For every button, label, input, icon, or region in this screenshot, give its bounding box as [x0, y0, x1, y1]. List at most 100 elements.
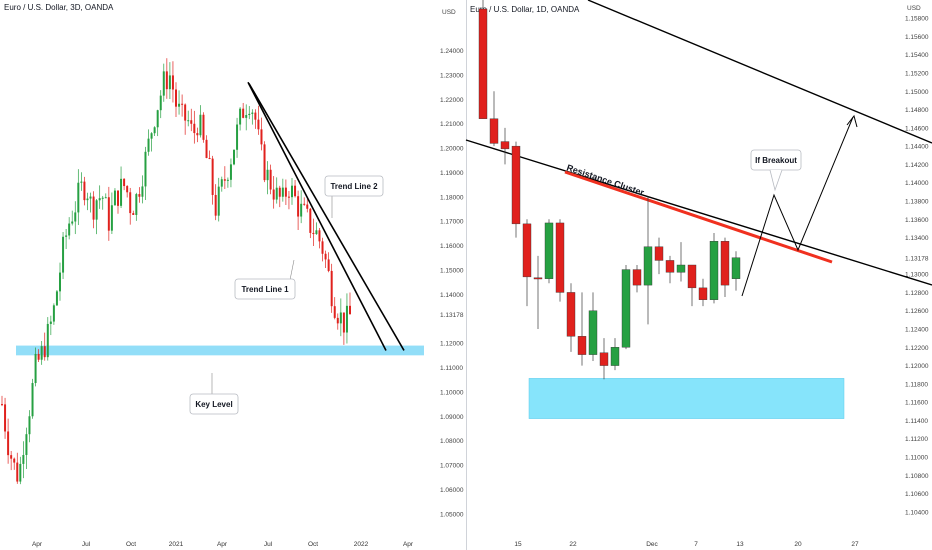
left-candle-body [171, 75, 174, 90]
right-price-tick: 1.13000 [905, 272, 929, 279]
right-price-tick: 1.14400 [905, 144, 929, 151]
left-time-tick: 2021 [169, 541, 184, 548]
left-candle-body [120, 178, 123, 206]
left-candle-body [333, 306, 336, 318]
demand-zone[interactable] [528, 378, 845, 419]
callout-box [189, 393, 239, 415]
left-candle-body [187, 120, 190, 122]
left-candle-body [135, 194, 138, 215]
left-candle-body [181, 103, 184, 105]
left-candle-body [205, 139, 208, 158]
lower-channel-line[interactable] [465, 139, 932, 286]
breakout-projection-path[interactable] [741, 116, 854, 297]
left-candle-body [217, 186, 220, 216]
left-candle-body [95, 200, 98, 220]
left-candle-body [144, 151, 147, 187]
left-price-tick: 1.13178 [440, 312, 464, 319]
trend-line-1[interactable] [247, 81, 387, 351]
right-price-tick: 1.10600 [905, 491, 929, 498]
right-price-tick: 1.10800 [905, 473, 929, 480]
trend-line-2-callout[interactable]: Trend Line 2 [324, 175, 384, 218]
left-candle-body [269, 169, 272, 190]
trend-line-2[interactable] [248, 83, 405, 351]
left-price-tick: 1.23000 [440, 72, 464, 79]
right-price-tick: 1.11200 [905, 436, 928, 443]
left-candle-body [339, 312, 342, 324]
right-price-tick: 1.15200 [905, 71, 929, 78]
right-price-tick: 1.13178 [905, 255, 929, 262]
left-candle-body [10, 455, 13, 459]
left-time-axis[interactable]: Apr Jul Oct 2021 Apr Jul Oct 2022 Apr [32, 541, 414, 548]
right-candle-body [489, 118, 499, 144]
key-level-zone[interactable] [16, 345, 424, 356]
left-candle-body [257, 119, 260, 130]
left-candle-body [52, 305, 55, 322]
callout-box [324, 175, 384, 197]
right-candle-body [676, 264, 686, 273]
right-time-axis[interactable]: 15 22 Dec 7 13 20 27 [514, 541, 859, 548]
left-price-tick: 1.18000 [440, 194, 464, 201]
right-chart-pane[interactable]: Euro / U.S. Dollar, 1D, OANDA USD 1.1580… [465, 0, 932, 548]
left-chart-pane[interactable]: Euro / U.S. Dollar, 3D, OANDA USD 1.2400… [1, 3, 466, 548]
left-candle-body [345, 305, 348, 333]
resistance-cluster-line[interactable] [564, 170, 833, 264]
left-candle-body [251, 112, 254, 114]
left-candle-body [138, 194, 141, 197]
key-level-label: Key Level [195, 400, 232, 409]
left-candle-body [190, 120, 193, 124]
breakout-callout[interactable]: If Breakout [750, 149, 802, 192]
left-candle-body [275, 187, 278, 200]
left-candle-body [43, 346, 46, 358]
right-candle-body [500, 141, 510, 150]
callout-box [234, 278, 296, 300]
left-price-axis[interactable]: 1.24000 1.23000 1.22000 1.21000 1.20000 1.190… [436, 48, 466, 518]
left-candle-body [281, 187, 284, 197]
trend-line-1-callout[interactable]: Trend Line 1 [234, 259, 296, 300]
left-candle-body [278, 187, 281, 197]
left-price-tick: 1.14000 [440, 292, 464, 299]
right-price-tick: 1.10400 [905, 509, 929, 516]
key-level-callout[interactable]: Key Level [189, 373, 239, 415]
upper-channel-line[interactable] [587, 0, 932, 144]
left-candle-body [294, 185, 297, 197]
left-candle-body [168, 75, 171, 90]
left-candle-body [150, 133, 153, 139]
right-price-tick: 1.12200 [905, 345, 929, 352]
left-time-tick: Jul [82, 541, 91, 548]
right-candle-body [632, 269, 642, 286]
left-candle-body [248, 113, 251, 116]
left-candle-body [229, 164, 232, 180]
left-candle-body [89, 196, 92, 199]
current-price-marker [436, 309, 466, 320]
left-candle-body [153, 127, 156, 134]
left-currency-label: USD [442, 9, 456, 16]
right-price-axis[interactable]: 1.15800 1.15600 1.15400 1.15200 1.15000 1.148… [905, 16, 929, 517]
left-time-tick: Apr [32, 541, 43, 548]
right-candle-body [478, 8, 488, 119]
right-price-tick: 1.12800 [905, 290, 929, 297]
right-candle-body [643, 246, 653, 286]
right-price-tick: 1.13600 [905, 217, 929, 224]
left-candle-body [284, 187, 287, 197]
right-price-tick: 1.11800 [905, 381, 928, 388]
left-candle-body [336, 317, 339, 324]
left-candle-body [59, 272, 61, 292]
left-candle-body [28, 416, 31, 435]
left-candle-body [287, 196, 290, 198]
left-candle-body [211, 158, 214, 195]
right-price-tick: 1.15800 [905, 16, 929, 23]
left-candle-body [175, 89, 177, 107]
right-price-tick: 1.14000 [905, 180, 929, 187]
left-candle-body [260, 129, 263, 145]
right-time-tick: 20 [794, 541, 802, 548]
right-candle-body [566, 292, 576, 337]
right-candle-body [511, 145, 521, 225]
right-candle-body [687, 264, 697, 289]
left-candle-body [22, 454, 25, 464]
left-time-tick: Apr [217, 541, 228, 548]
left-candle-body [214, 194, 217, 216]
right-candle-body [621, 269, 631, 348]
arrow-head-icon [846, 114, 858, 128]
right-candle-body [731, 257, 741, 279]
right-candle-body [544, 222, 554, 279]
